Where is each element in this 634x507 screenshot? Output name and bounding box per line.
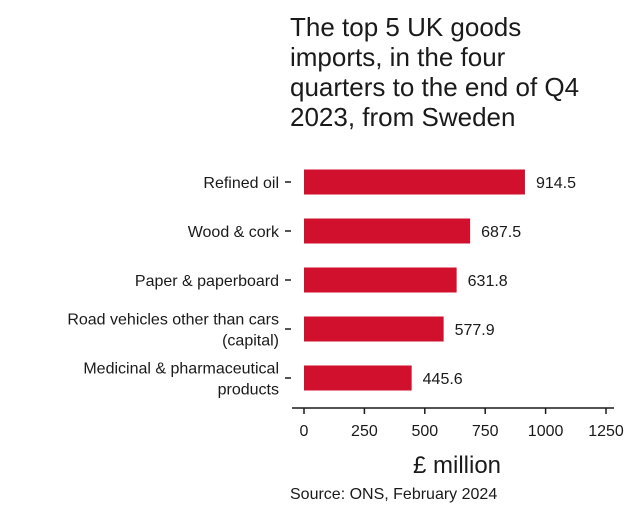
x-tick-label: 250: [351, 423, 378, 440]
bar: [304, 365, 412, 391]
data-label: 631.8: [468, 273, 508, 290]
chart-title-line: The top 5 UK goods: [290, 12, 522, 42]
data-label: 445.6: [423, 371, 463, 388]
x-axis-label: £ million: [413, 452, 501, 479]
chart-title-line: quarters to the end of Q4: [290, 72, 580, 102]
y-tick-label: Road vehicles other than cars: [67, 312, 279, 329]
x-tick-label: 1250: [588, 423, 624, 440]
chart-title-line: 2023, from Sweden: [290, 102, 516, 132]
x-tick-label: 500: [411, 423, 438, 440]
x-tick-label: 0: [300, 423, 309, 440]
bar: [304, 267, 457, 293]
x-tick-label: 1000: [528, 423, 564, 440]
bar: [304, 169, 525, 195]
y-tick-label: Wood & cork: [188, 224, 280, 241]
chart-title-line: imports, in the four: [290, 42, 506, 72]
bar: [304, 316, 444, 342]
source-note: Source: ONS, February 2024: [290, 486, 498, 503]
data-label: 687.5: [481, 224, 521, 241]
x-tick-label: 750: [472, 423, 499, 440]
data-label: 914.5: [536, 175, 576, 192]
bar: [304, 218, 471, 244]
y-tick-label: (capital): [222, 333, 279, 350]
data-label: 577.9: [455, 322, 495, 339]
y-tick-label: Paper & paperboard: [135, 273, 279, 290]
y-tick-label: Medicinal & pharmaceutical: [83, 361, 279, 378]
y-tick-label: Refined oil: [203, 175, 279, 192]
y-tick-label: products: [218, 382, 279, 399]
chart-title: The top 5 UK goods imports, in the four …: [290, 12, 610, 132]
